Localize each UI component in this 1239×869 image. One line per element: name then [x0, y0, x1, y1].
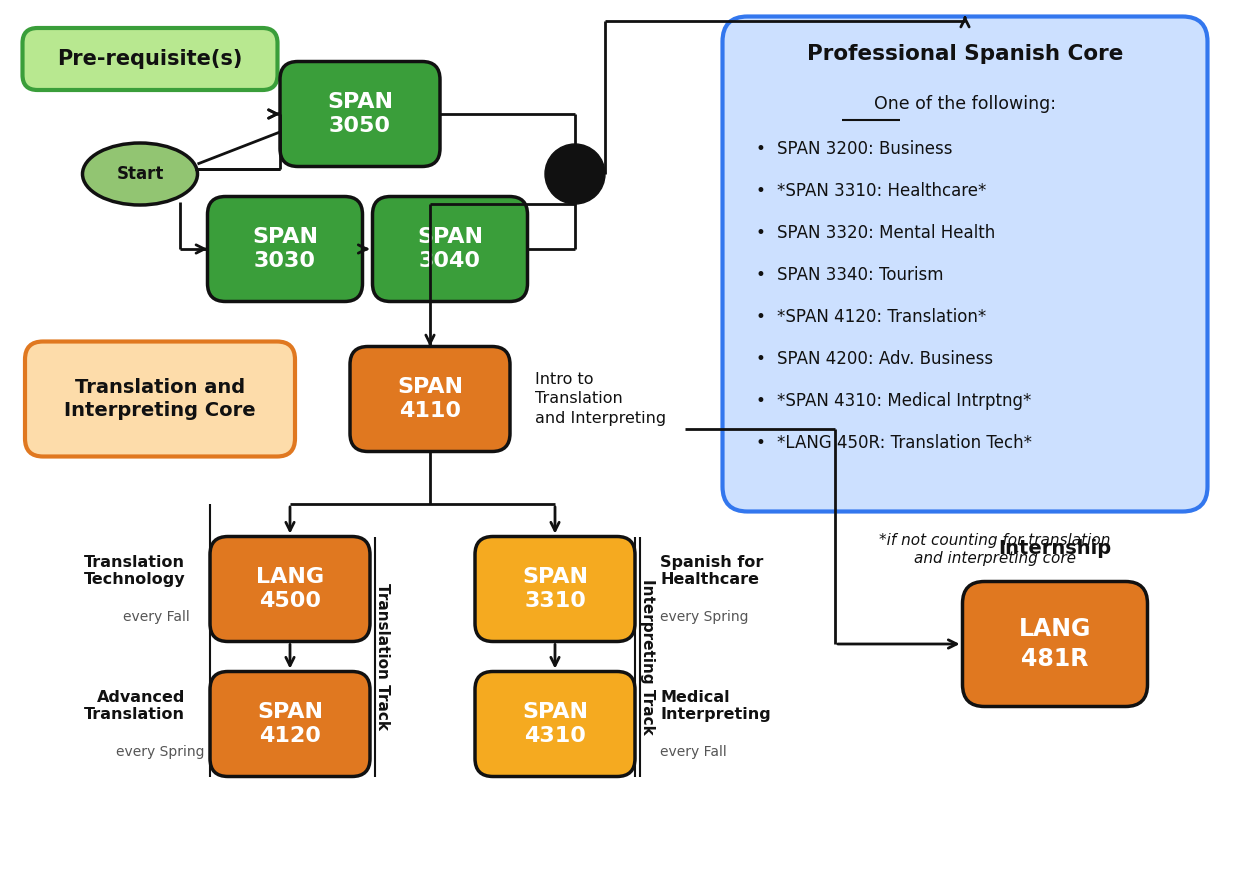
- Text: Professional Spanish Core: Professional Spanish Core: [807, 44, 1124, 64]
- FancyBboxPatch shape: [25, 342, 295, 456]
- Text: every Spring: every Spring: [116, 745, 204, 759]
- Text: Translation and
Interpreting Core: Translation and Interpreting Core: [64, 378, 255, 421]
- Text: LANG
481R: LANG 481R: [1018, 617, 1092, 671]
- Text: SPAN
3030: SPAN 3030: [252, 227, 318, 271]
- Text: •: •: [755, 266, 764, 283]
- Text: SPAN
3040: SPAN 3040: [418, 227, 483, 271]
- FancyBboxPatch shape: [373, 196, 528, 302]
- Text: SPAN 4200: Adv. Business: SPAN 4200: Adv. Business: [777, 349, 994, 368]
- Text: LANG
4500: LANG 4500: [256, 567, 325, 612]
- Text: •: •: [755, 392, 764, 409]
- Text: SPAN
4120: SPAN 4120: [256, 701, 323, 746]
- Text: every Fall: every Fall: [123, 610, 190, 624]
- FancyBboxPatch shape: [22, 28, 278, 90]
- FancyBboxPatch shape: [349, 347, 510, 452]
- Text: •: •: [755, 349, 764, 368]
- FancyBboxPatch shape: [475, 536, 636, 641]
- Text: *SPAN 4310: Medical Intrptng*: *SPAN 4310: Medical Intrptng*: [777, 392, 1031, 409]
- Text: •: •: [755, 182, 764, 200]
- FancyBboxPatch shape: [207, 196, 363, 302]
- Text: •: •: [755, 140, 764, 157]
- Ellipse shape: [83, 143, 197, 205]
- Text: SPAN 3200: Business: SPAN 3200: Business: [777, 140, 953, 157]
- Text: Spanish for
Healthcare: Spanish for Healthcare: [660, 554, 763, 587]
- Text: *LANG 450R: Translation Tech*: *LANG 450R: Translation Tech*: [777, 434, 1032, 452]
- Text: Medical
Interpreting: Medical Interpreting: [660, 690, 771, 722]
- FancyBboxPatch shape: [280, 62, 440, 167]
- Text: *if not counting for translation
and interpreting core: *if not counting for translation and int…: [880, 534, 1110, 566]
- Text: •: •: [755, 223, 764, 242]
- Text: SPAN
3050: SPAN 3050: [327, 91, 393, 136]
- Text: Advanced
Translation: Advanced Translation: [84, 690, 185, 722]
- FancyBboxPatch shape: [475, 672, 636, 777]
- Text: SPAN
4110: SPAN 4110: [396, 376, 463, 421]
- Text: *SPAN 4120: Translation*: *SPAN 4120: Translation*: [777, 308, 986, 326]
- FancyBboxPatch shape: [209, 672, 370, 777]
- Text: •: •: [755, 434, 764, 452]
- Text: Interpreting Track: Interpreting Track: [639, 579, 654, 734]
- FancyBboxPatch shape: [209, 536, 370, 641]
- Text: One of the following:: One of the following:: [873, 96, 1056, 114]
- Text: SPAN 3320: Mental Health: SPAN 3320: Mental Health: [777, 223, 995, 242]
- Text: *SPAN 3310: Healthcare*: *SPAN 3310: Healthcare*: [777, 182, 986, 200]
- Text: Start: Start: [116, 165, 164, 183]
- FancyBboxPatch shape: [722, 17, 1208, 512]
- Text: Intro to
Translation
and Interpreting: Intro to Translation and Interpreting: [535, 372, 667, 427]
- Text: SPAN
3310: SPAN 3310: [522, 567, 589, 612]
- Text: SPAN
4310: SPAN 4310: [522, 701, 589, 746]
- Text: SPAN 3340: Tourism: SPAN 3340: Tourism: [777, 266, 944, 283]
- Text: every Fall: every Fall: [660, 745, 727, 759]
- Text: Translation
Technology: Translation Technology: [83, 554, 185, 587]
- Circle shape: [545, 144, 605, 204]
- FancyBboxPatch shape: [963, 581, 1147, 706]
- Text: Pre-requisite(s): Pre-requisite(s): [57, 49, 243, 69]
- Text: •: •: [755, 308, 764, 326]
- Text: every Spring: every Spring: [660, 610, 748, 624]
- Text: Internship: Internship: [999, 540, 1111, 559]
- Text: Translation Track: Translation Track: [374, 583, 389, 730]
